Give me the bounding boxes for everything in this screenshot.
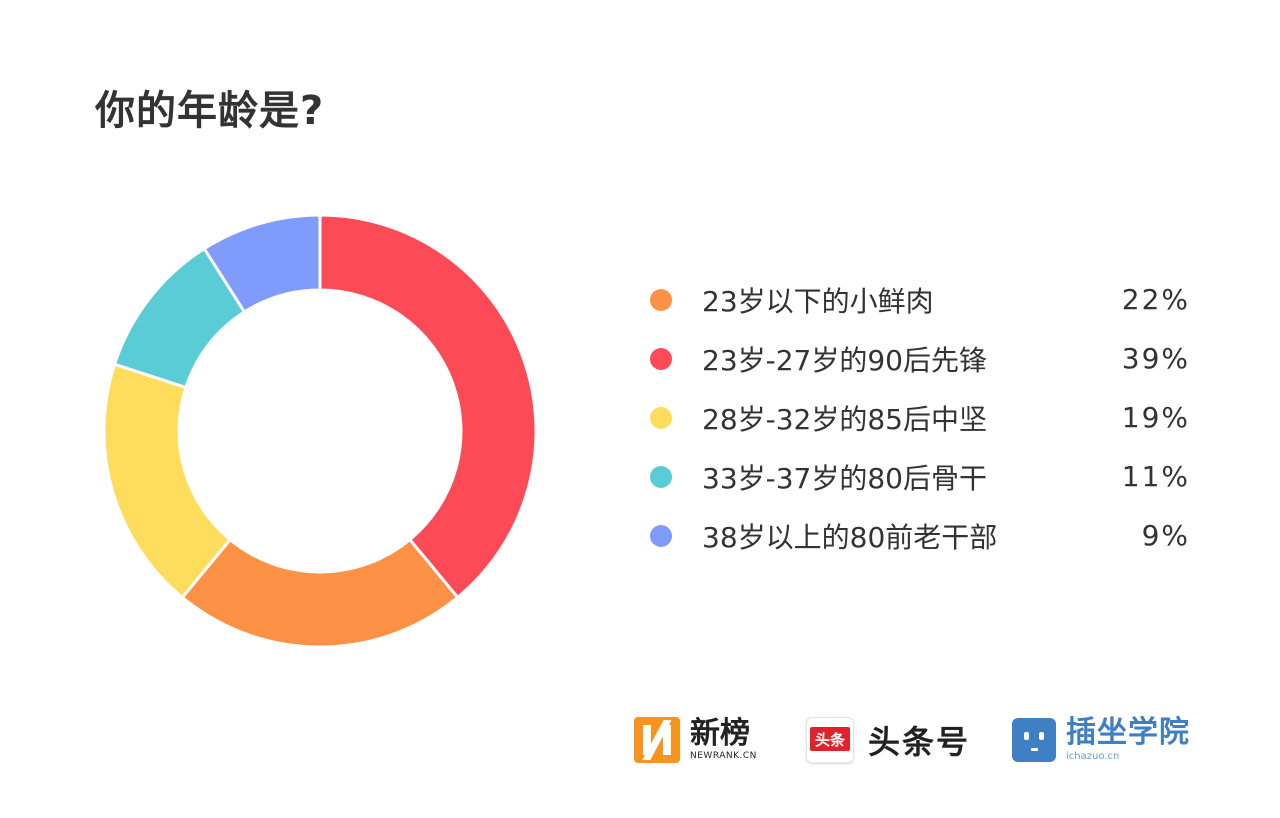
- chazuo-logo: 插坐学院 ichazuo.cn: [1012, 712, 1190, 768]
- legend-dot: [650, 347, 672, 370]
- legend-value: 22%: [1121, 283, 1190, 316]
- newrank-n-icon: [634, 717, 680, 763]
- donut-slice-1: [180, 537, 460, 649]
- legend-value: 11%: [1121, 460, 1190, 493]
- legend-dot: [650, 465, 672, 488]
- legend-value: 9%: [1141, 519, 1190, 552]
- legend-label: 33岁-37岁的80后骨干: [702, 461, 987, 495]
- legend-dot: [650, 406, 672, 429]
- chart-legend: 23岁以下的小鲜肉 22% 23岁-27岁的90后先锋 39% 28岁-32岁的85后中…: [650, 270, 1190, 565]
- legend-dot: [650, 524, 672, 547]
- donut-slice-3: [102, 362, 233, 600]
- legend-item: 28岁-32岁的85后中坚 19%: [650, 388, 1190, 447]
- legend-value: 39%: [1121, 342, 1190, 375]
- newrank-logo: 新榜 NEWRANK.CN: [634, 712, 757, 768]
- donut-slice-2: [318, 213, 538, 600]
- legend-label: 23岁-27岁的90后先锋: [702, 343, 987, 377]
- newrank-url: NEWRANK.CN: [690, 751, 757, 761]
- legend-dot: [650, 288, 672, 311]
- legend-value: 19%: [1121, 401, 1190, 434]
- legend-item: 38岁以上的80前老干部 9%: [650, 506, 1190, 565]
- legend-item: 33岁-37岁的80后骨干 11%: [650, 447, 1190, 506]
- donut-chart: [102, 213, 538, 649]
- chart-title: 你的年龄是?: [95, 88, 325, 134]
- newrank-name: 新榜: [690, 716, 750, 751]
- legend-label: 23岁以下的小鲜肉: [702, 284, 934, 318]
- chazuo-url: ichazuo.cn: [1066, 751, 1120, 762]
- legend-item: 23岁以下的小鲜肉 22%: [650, 270, 1190, 329]
- legend-item: 23岁-27岁的90后先锋 39%: [650, 329, 1190, 388]
- donut-slice-5: [202, 213, 322, 315]
- toutiao-app-icon: 头条: [806, 717, 854, 763]
- legend-label: 38岁以上的80前老干部: [702, 520, 998, 554]
- toutiao-name: 头条号: [868, 723, 971, 761]
- chazuo-face-icon: [1012, 718, 1056, 762]
- chazuo-name: 插坐学院: [1066, 715, 1190, 750]
- toutiao-badge: 头条: [810, 727, 850, 751]
- footer-logos: 新榜 NEWRANK.CN 头条 头条号 插坐学院 ichazuo.cn: [634, 712, 1194, 768]
- toutiao-logo: 头条 头条号: [806, 712, 970, 768]
- legend-label: 28岁-32岁的85后中坚: [702, 402, 987, 436]
